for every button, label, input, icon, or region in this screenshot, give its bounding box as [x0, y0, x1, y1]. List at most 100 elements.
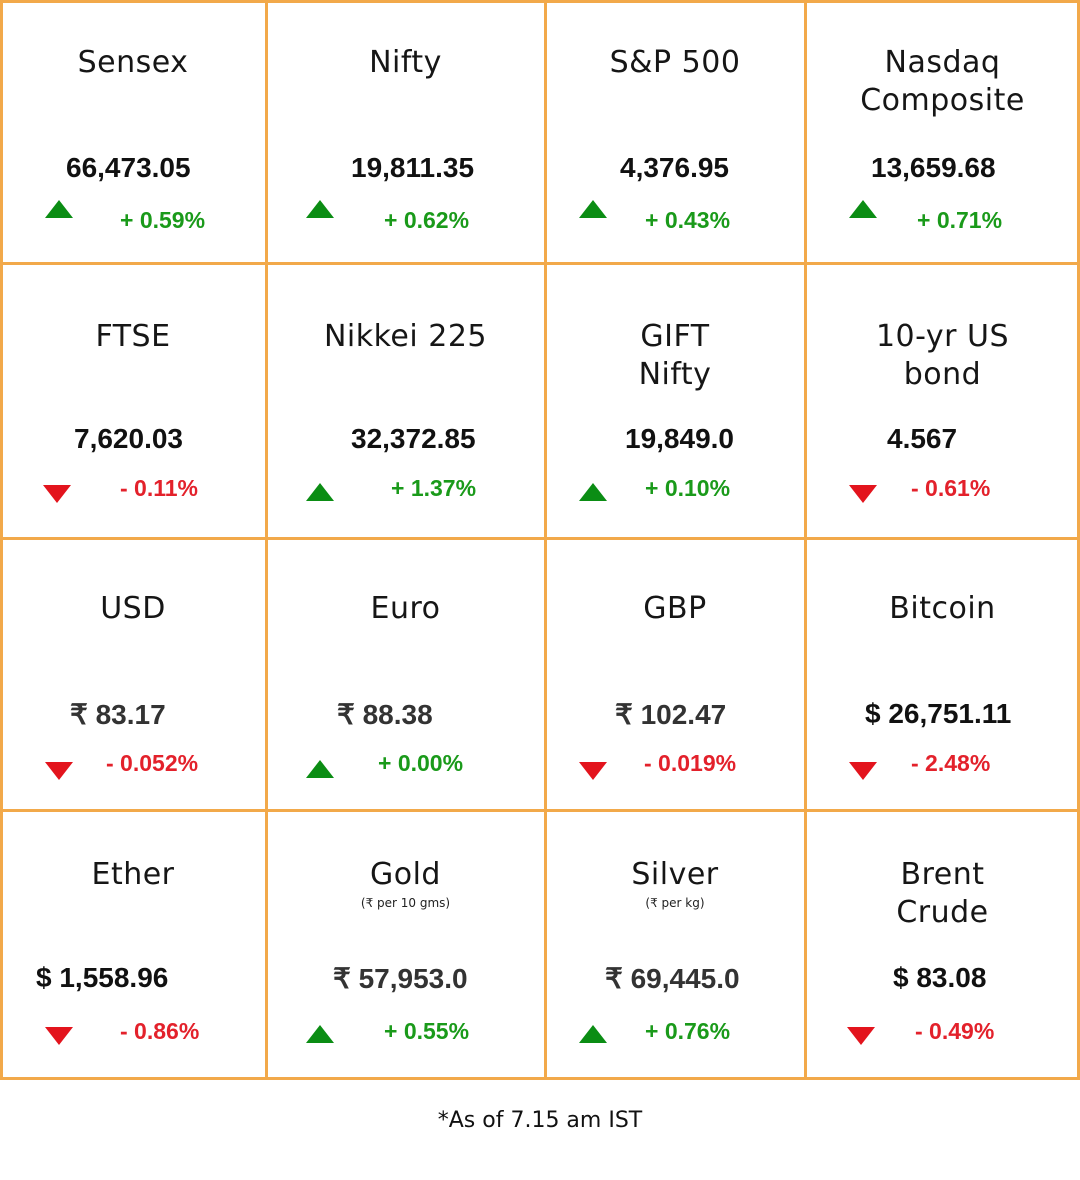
tile-name-line: S&P 500 — [609, 45, 741, 80]
down-triangle-icon — [45, 762, 73, 780]
tile-value: ₹ 83.17 — [70, 699, 166, 730]
tile-value: ₹ 57,953.0 — [333, 963, 468, 994]
market-tile: Brent Crude $ 83.08 - 0.49% — [805, 810, 1080, 1080]
tile-value: ₹ 102.47 — [615, 699, 727, 730]
up-triangle-icon — [849, 200, 877, 218]
tile-change: + 0.10% — [645, 475, 731, 501]
grid-horizontal-line — [0, 262, 1080, 265]
market-tile: USD ₹ 83.17 - 0.052% — [0, 538, 266, 810]
down-triangle-icon — [849, 762, 877, 780]
tile-name-line: Silver — [631, 857, 719, 892]
tile-value: $ 26,751.11 — [865, 698, 1012, 729]
tile-change: - 0.11% — [120, 475, 198, 501]
tile-change: - 0.86% — [120, 1018, 200, 1044]
tile-change: + 0.62% — [384, 207, 470, 233]
tile-name-line: Gold — [370, 857, 441, 892]
market-tile: Nifty 19,811.35 + 0.62% — [266, 0, 545, 263]
up-triangle-icon — [306, 483, 334, 501]
tile-name-line: Nifty — [638, 357, 712, 392]
grid-vertical-line — [544, 0, 547, 1080]
tile-change: + 0.76% — [645, 1018, 731, 1044]
up-triangle-icon — [579, 483, 607, 501]
market-tile: Silver (₹ per kg) ₹ 69,445.0 + 0.76% — [545, 810, 805, 1080]
tile-name-line: Nasdaq — [884, 45, 1001, 80]
grid-vertical-line — [804, 0, 807, 1080]
down-triangle-icon — [43, 485, 71, 503]
tile-value: 4,376.95 — [620, 152, 729, 183]
tile-name-line: Nifty — [369, 45, 442, 80]
market-tile: Nasdaq Composite 13,659.68 + 0.71% — [805, 0, 1080, 263]
tile-name-line: Crude — [896, 895, 989, 930]
tile-value: 13,659.68 — [871, 152, 996, 183]
tile-name-line: FTSE — [95, 319, 171, 354]
grid-horizontal-line — [0, 1077, 1080, 1080]
tile-name-line: Nikkei 225 — [323, 319, 488, 354]
market-tile: Sensex 66,473.05 + 0.59% — [0, 0, 266, 263]
tile-name: 10-yr US bond — [805, 318, 1080, 394]
tile-value: ₹ 69,445.0 — [605, 963, 740, 994]
market-tile: S&P 500 4,376.95 + 0.43% — [545, 0, 805, 263]
grid-vertical-line — [0, 0, 3, 1080]
market-tile: Nikkei 225 32,372.85 + 1.37% — [266, 263, 545, 538]
tile-name-line: Sensex — [77, 45, 189, 80]
tile-change: + 0.71% — [917, 207, 1003, 233]
tile-name-line: Brent — [900, 857, 985, 892]
tile-unit: (₹ per kg) — [645, 896, 705, 910]
tile-value: $ 1,558.96 — [36, 962, 169, 993]
up-triangle-icon — [579, 200, 607, 218]
tile-name: Gold — [266, 856, 545, 894]
market-tile: FTSE 7,620.03 - 0.11% — [0, 263, 266, 538]
market-tile: 10-yr US bond 4.567 - 0.61% — [805, 263, 1080, 538]
tile-name: Euro — [266, 590, 545, 628]
tile-name-line: 10-yr US — [875, 319, 1010, 354]
market-tile: GBP ₹ 102.47 - 0.019% — [545, 538, 805, 810]
tile-name: GBP — [545, 590, 805, 628]
grid-horizontal-line — [0, 537, 1080, 540]
tile-name-line: Euro — [370, 591, 441, 626]
tile-name-line: Ether — [91, 857, 175, 892]
tile-name-line: GBP — [643, 591, 707, 626]
grid-vertical-line — [1077, 0, 1080, 1080]
tile-change: - 2.48% — [911, 750, 991, 776]
tile-value: 7,620.03 — [74, 423, 183, 454]
tile-value: 66,473.05 — [66, 152, 191, 183]
tile-change: - 0.61% — [911, 475, 991, 501]
market-tile: Gold (₹ per 10 gms) ₹ 57,953.0 + 0.55% — [266, 810, 545, 1080]
tile-name: Nifty — [266, 44, 545, 82]
up-triangle-icon — [306, 760, 334, 778]
tile-name: Bitcoin — [805, 590, 1080, 628]
tile-change: + 0.00% — [378, 750, 464, 776]
tile-name-line: USD — [100, 591, 166, 626]
tile-change: + 0.43% — [645, 207, 731, 233]
tile-name: Sensex — [0, 44, 266, 82]
market-grid: Sensex 66,473.05 + 0.59% Nifty 19,811.35 + 0.… — [0, 0, 1080, 1080]
tile-change: - 0.49% — [915, 1018, 995, 1044]
grid-horizontal-line — [0, 809, 1080, 812]
grid-vertical-line — [265, 0, 268, 1080]
tile-name: FTSE — [0, 318, 266, 356]
tile-name: Silver — [545, 856, 805, 894]
tile-change: + 1.37% — [391, 475, 477, 501]
tile-change: + 0.59% — [120, 207, 206, 233]
down-triangle-icon — [579, 762, 607, 780]
tile-name: Nikkei 225 — [266, 318, 545, 356]
tile-value: $ 83.08 — [893, 962, 987, 993]
tile-name-line: bond — [903, 357, 982, 392]
tile-name-line: Bitcoin — [889, 591, 996, 626]
tile-value: 4.567 — [887, 423, 958, 454]
up-triangle-icon — [306, 1025, 334, 1043]
down-triangle-icon — [849, 485, 877, 503]
tile-name: Nasdaq Composite — [805, 44, 1080, 120]
market-tile: GIFT Nifty 19,849.0 + 0.10% — [545, 263, 805, 538]
tile-value: 19,849.0 — [625, 423, 734, 454]
grid-horizontal-line — [0, 0, 1080, 3]
tile-value: 19,811.35 — [351, 152, 475, 183]
market-tile: Ether $ 1,558.96 - 0.86% — [0, 810, 266, 1080]
tile-name-line: GIFT — [640, 319, 710, 354]
down-triangle-icon — [847, 1027, 875, 1045]
up-triangle-icon — [579, 1025, 607, 1043]
up-triangle-icon — [45, 200, 73, 218]
market-tile: Euro ₹ 88.38 + 0.00% — [266, 538, 545, 810]
tile-change: - 0.019% — [644, 750, 737, 776]
tile-change: + 0.55% — [384, 1018, 470, 1044]
